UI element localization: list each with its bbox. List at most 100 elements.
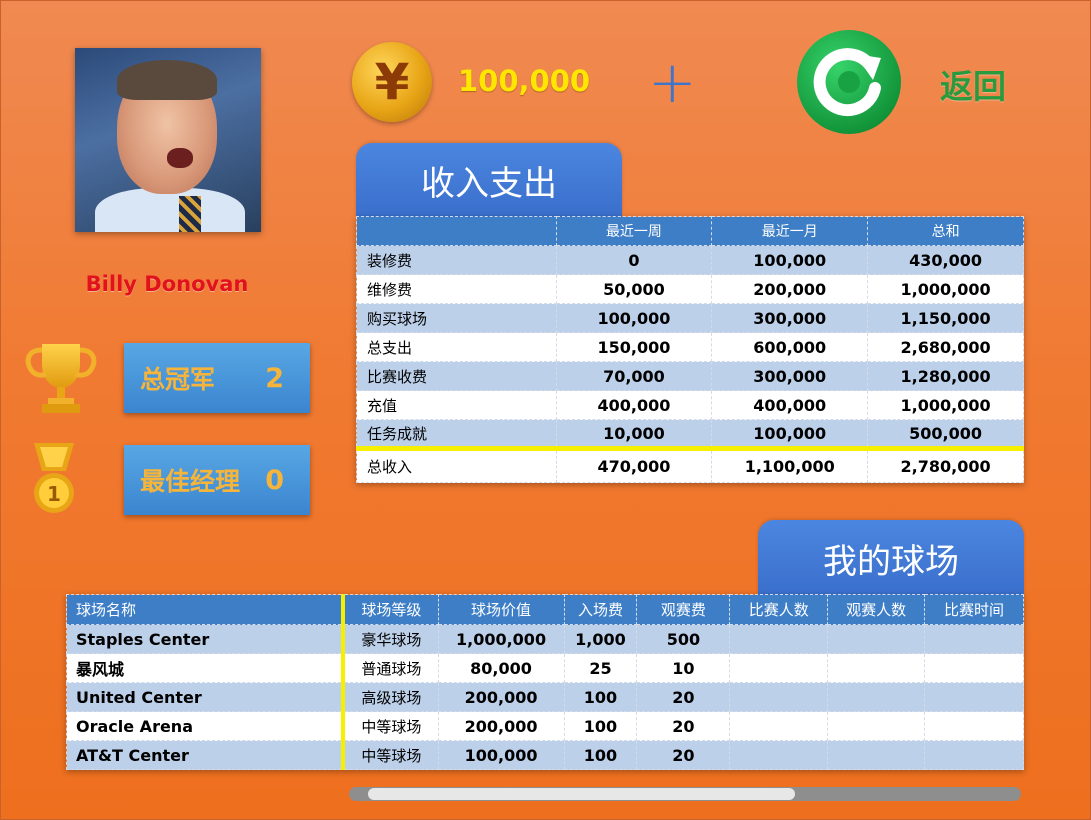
income-header-week: 最近一周 [555,216,713,246]
cell-month: 300,000 [711,361,869,391]
courts-header-time: 比赛时间 [924,594,1024,625]
avatar-hair [117,60,217,100]
manager-name: Billy Donovan [85,272,249,296]
cell-total: 500,000 [867,419,1024,449]
cell-total: 2,780,000 [867,446,1024,483]
championships-button[interactable]: 总冠军 2 [124,343,310,413]
income-header-total: 总和 [867,216,1024,246]
courts-table: 球场名称 球场等级 球场价值 入场费 观赛费 比赛人数 观赛人数 比赛时间 St… [66,594,1024,770]
court-time [924,653,1024,683]
table-row: 比赛收费 70,000 300,000 1,280,000 [356,361,1024,391]
court-level: 中等球场 [342,740,439,770]
court-level: 普通球场 [342,653,439,683]
court-entry-fee: 100 [563,740,638,770]
cell-total: 1,280,000 [867,361,1024,391]
cell-week: 50,000 [555,274,713,304]
courts-header-name: 球场名称 [66,594,346,625]
income-header-month: 最近一月 [711,216,869,246]
court-level: 豪华球场 [342,624,439,654]
avatar-tie [179,196,201,232]
courts-header-entry-fee: 入场费 [563,594,638,625]
court-entry-fee: 1,000 [563,624,638,654]
table-row: 任务成就 10,000 100,000 500,000 [356,419,1024,449]
row-label: 总收入 [356,446,557,483]
cell-total: 1,000,000 [867,390,1024,420]
court-value: 1,000,000 [437,624,565,654]
court-name: United Center [66,682,346,712]
court-time [924,682,1024,712]
court-entry-fee: 100 [563,711,638,741]
row-label: 总支出 [356,332,557,362]
income-header-blank [356,216,557,246]
court-level: 高级球场 [342,682,439,712]
table-row[interactable]: AT&T Center 中等球场 100,000 100 20 [66,740,1024,770]
cell-week: 0 [555,245,713,275]
court-viewing-fee: 10 [636,653,731,683]
court-spectators [827,682,926,712]
avatar-mouth [167,148,193,168]
table-row: 总支出 150,000 600,000 2,680,000 [356,332,1024,362]
court-level: 中等球场 [342,711,439,741]
table-row: 装修费 0 100,000 430,000 [356,245,1024,275]
cell-total: 1,150,000 [867,303,1024,333]
cell-week: 70,000 [555,361,713,391]
income-header-row: 最近一周 最近一月 总和 [356,216,1024,246]
court-entry-fee: 25 [563,653,638,683]
courts-header-spectators: 观赛人数 [827,594,926,625]
tab-income-expense[interactable]: 收入支出 [356,143,622,217]
court-time [924,711,1024,741]
cell-month: 200,000 [711,274,869,304]
scrollbar-thumb[interactable] [368,788,795,800]
court-name: Oracle Arena [66,711,346,741]
row-label: 比赛收费 [356,361,557,391]
back-button[interactable]: 返回 [940,67,1006,106]
courts-header-level: 球场等级 [342,594,439,625]
svg-text:1: 1 [47,482,61,506]
trophy-icon [25,344,97,413]
court-value: 200,000 [437,711,565,741]
row-label: 充值 [356,390,557,420]
add-coins-button[interactable]: + [648,48,697,116]
row-label: 任务成就 [356,419,557,449]
table-row[interactable]: Oracle Arena 中等球场 200,000 100 20 [66,711,1024,741]
court-viewing-fee: 500 [636,624,731,654]
court-entry-fee: 100 [563,682,638,712]
table-row: 购买球场 100,000 300,000 1,150,000 [356,303,1024,333]
table-row[interactable]: Staples Center 豪华球场 1,000,000 1,000 500 [66,624,1024,654]
table-row: 维修费 50,000 200,000 1,000,000 [356,274,1024,304]
cell-month: 600,000 [711,332,869,362]
table-row[interactable]: United Center 高级球场 200,000 100 20 [66,682,1024,712]
court-players [729,740,829,770]
manager-avatar[interactable] [75,48,261,232]
cell-month: 300,000 [711,303,869,333]
cell-week: 100,000 [555,303,713,333]
court-name: Staples Center [66,624,346,654]
medal-icon: 1 [34,443,74,513]
court-players [729,624,829,654]
row-label: 装修费 [356,245,557,275]
cell-week: 470,000 [555,446,713,483]
championships-label: 总冠军 [140,365,216,394]
court-viewing-fee: 20 [636,682,731,712]
coin-amount: 100,000 [458,64,591,98]
court-name: AT&T Center [66,740,346,770]
court-value: 80,000 [437,653,565,683]
court-viewing-fee: 20 [636,711,731,741]
cell-week: 10,000 [555,419,713,449]
refresh-icon[interactable] [795,28,903,136]
cell-week: 150,000 [555,332,713,362]
cell-total: 1,000,000 [867,274,1024,304]
cell-month: 1,100,000 [711,446,869,483]
tab-my-courts[interactable]: 我的球场 [758,520,1024,596]
court-spectators [827,653,926,683]
championships-count: 2 [265,362,284,394]
best-manager-button[interactable]: 最佳经理 0 [124,445,310,515]
cell-total: 2,680,000 [867,332,1024,362]
courts-header-viewing-fee: 观赛费 [636,594,731,625]
avatar-shirt [95,188,245,232]
table-row: 充值 400,000 400,000 1,000,000 [356,390,1024,420]
cell-month: 400,000 [711,390,869,420]
table-row[interactable]: 暴风城 普通球场 80,000 25 10 [66,653,1024,683]
income-expense-table: 最近一周 最近一月 总和 装修费 0 100,000 430,000 维修费 5… [356,216,1024,483]
court-spectators [827,740,926,770]
